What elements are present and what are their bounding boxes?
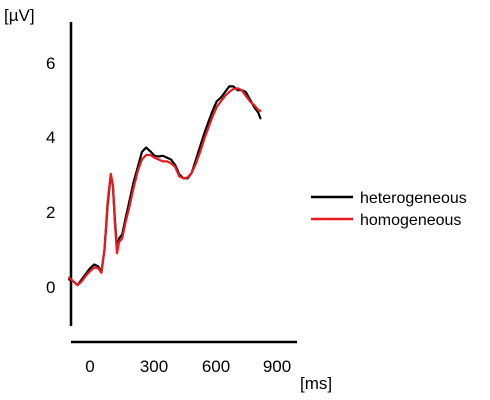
heterogeneous-series-line bbox=[68, 85, 262, 287]
legend: heterogeneous homogeneous bbox=[311, 190, 467, 229]
y-axis-unit: [µV] bbox=[4, 6, 35, 25]
x-tick-label: 900 bbox=[263, 357, 291, 376]
legend-label-heterogeneous: heterogeneous bbox=[360, 190, 467, 207]
x-tick-label: 600 bbox=[202, 357, 230, 376]
y-tick-label: 4 bbox=[46, 128, 55, 147]
legend-label-homogeneous: homogeneous bbox=[360, 212, 461, 229]
homogeneous-series-line bbox=[68, 87, 262, 287]
y-tick-label: 6 bbox=[46, 54, 55, 73]
y-tick-label: 2 bbox=[46, 203, 55, 222]
x-tick-label: 0 bbox=[85, 357, 94, 376]
x-tick-label: 300 bbox=[140, 357, 168, 376]
x-axis-unit: [ms] bbox=[300, 374, 332, 393]
y-tick-label: 0 bbox=[46, 278, 55, 297]
